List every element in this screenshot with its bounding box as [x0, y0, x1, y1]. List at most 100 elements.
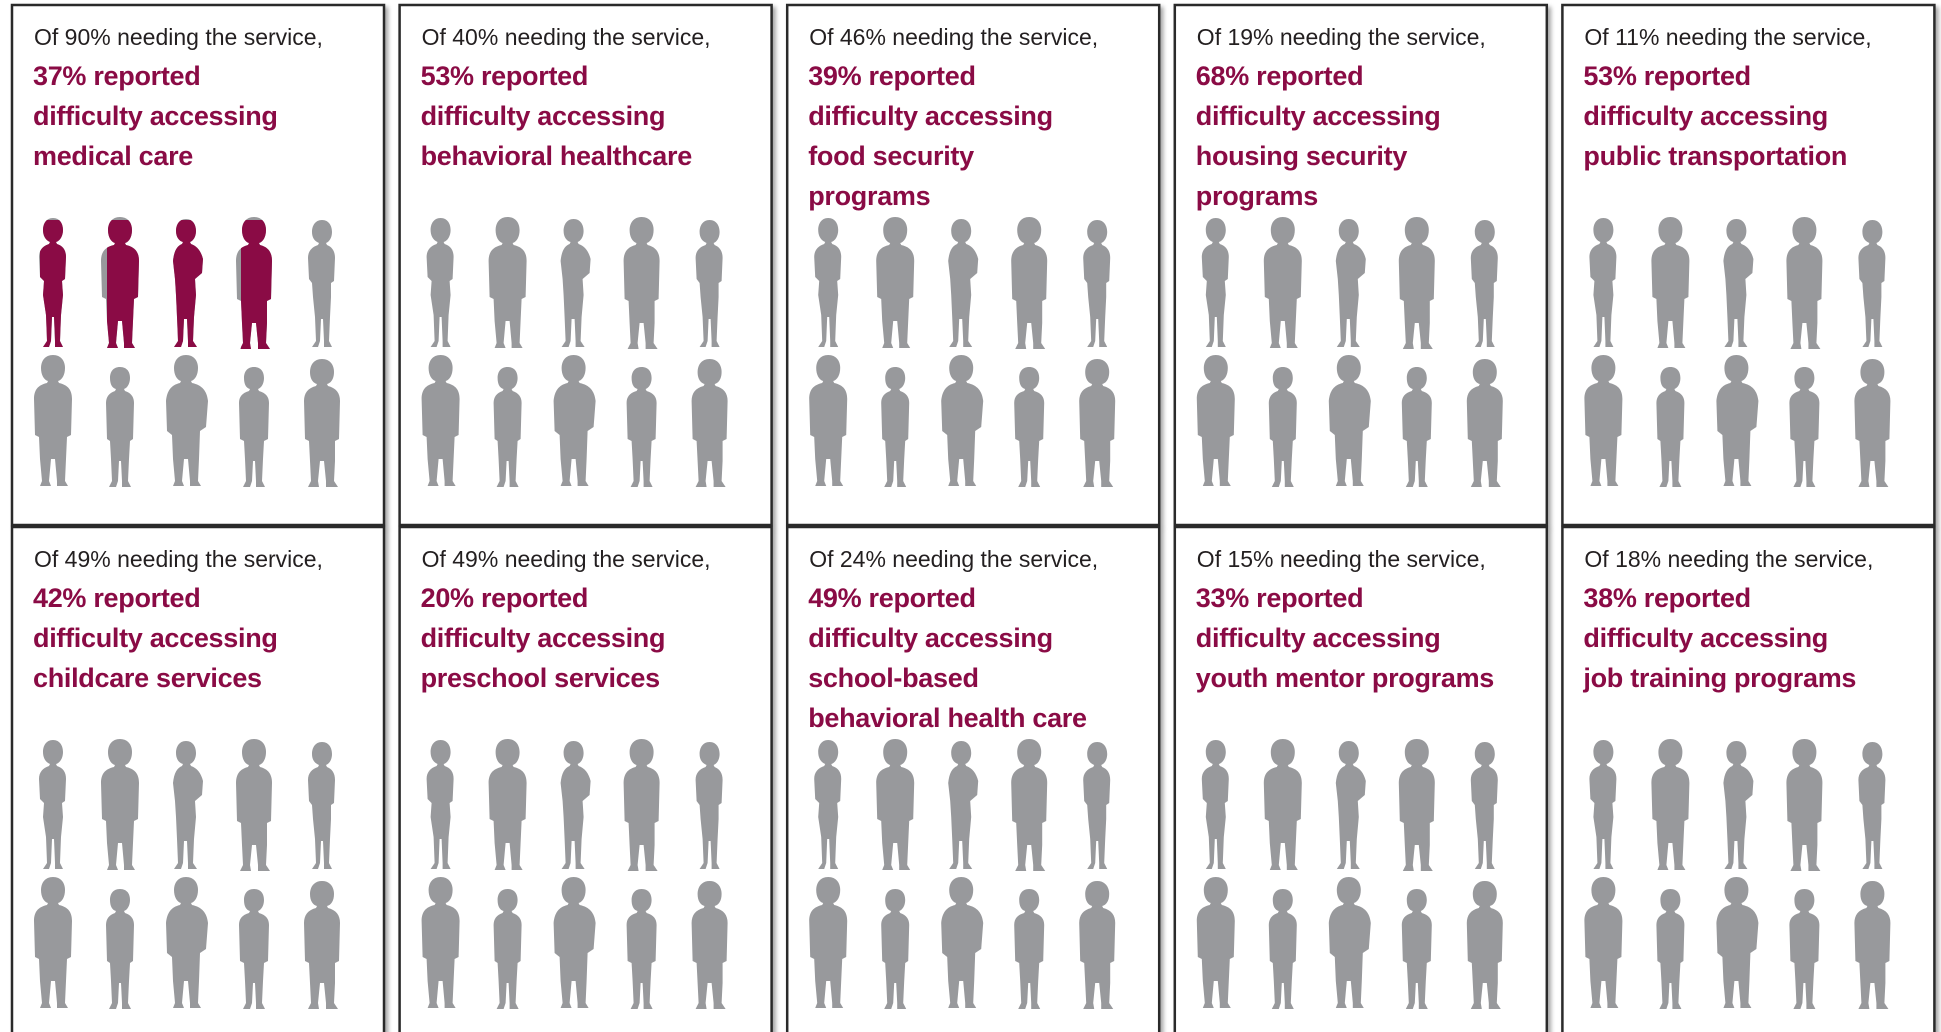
person-icon: [488, 217, 527, 348]
person-icon: [421, 877, 460, 1008]
pictograph: [34, 739, 340, 1009]
panel: Of 19% needing the service, 68% reported d…: [1173, 3, 1549, 527]
person-icon: [304, 881, 340, 1009]
headline-line: 37% reported: [33, 61, 200, 91]
person-icon: [1196, 355, 1235, 486]
person-icon: [941, 877, 984, 1008]
person-icon: [809, 355, 848, 486]
person-icon: [626, 889, 657, 1009]
headline-line: preschool services: [421, 663, 660, 693]
headline-line: 42% reported: [33, 583, 200, 613]
person-icon: [106, 367, 134, 487]
headline-line: difficulty accessing: [1196, 101, 1441, 131]
person-icon: [814, 218, 842, 347]
headline-line: difficulty accessing: [421, 623, 666, 653]
panel: Of 90% needing the service, 37% reported d…: [10, 3, 386, 527]
person-icon: [623, 217, 660, 349]
pictograph: [809, 739, 1116, 1009]
person-icon: [814, 740, 842, 869]
pictograph: [1196, 217, 1503, 487]
panel: Of 40% needing the service, 53% reported d…: [398, 3, 773, 527]
person-icon: [1854, 881, 1891, 1009]
subtitle: Of 49% needing the service,: [422, 546, 711, 572]
headline-line: food security: [808, 141, 974, 171]
person-icon: [1858, 220, 1886, 347]
headline-line: 68% reported: [1196, 61, 1363, 91]
panel: Of 46% needing the service, 39% reported d…: [785, 3, 1161, 527]
person-icon: [308, 220, 335, 347]
person-icon: [1584, 355, 1623, 486]
headline-line: 20% reported: [421, 583, 588, 613]
person-icon: [881, 889, 910, 1009]
pictograph: [809, 217, 1116, 487]
person-icon: [1201, 740, 1229, 869]
person-icon: [1584, 877, 1623, 1008]
subtitle: Of 24% needing the service,: [809, 546, 1098, 572]
headline-line: difficulty accessing: [1583, 101, 1828, 131]
headline-line: 33% reported: [1196, 583, 1363, 613]
headline-line: difficulty accessing: [808, 623, 1053, 653]
person-icon: [1201, 218, 1229, 347]
person-icon: [1398, 217, 1435, 349]
person-icon: [881, 367, 910, 487]
person-icon: [239, 367, 269, 487]
subtitle: Of 49% needing the service,: [34, 546, 323, 572]
headline-line: 49% reported: [808, 583, 975, 613]
person-icon: [426, 218, 454, 347]
headline-line: youth mentor programs: [1196, 663, 1494, 693]
person-icon: [1470, 220, 1498, 347]
person-icon: [1656, 367, 1685, 487]
panel: Of 49% needing the service, 20% reported d…: [398, 525, 773, 1032]
person-icon: [626, 367, 657, 487]
headline-line: programs: [1196, 181, 1318, 211]
person-icon: [1789, 367, 1820, 487]
person-icon-filled: [107, 220, 139, 348]
person-icon: [876, 217, 915, 348]
person-icon: [1789, 889, 1820, 1009]
person-icon: [695, 742, 723, 869]
person-icon: [948, 219, 979, 347]
person-icon: [1083, 220, 1111, 347]
person-icon: [166, 877, 208, 1008]
subtitle: Of 90% needing the service,: [34, 24, 323, 50]
person-icon: [1723, 741, 1754, 869]
person-icon: [166, 355, 208, 486]
panel: Of 18% needing the service, 38% reported d…: [1561, 525, 1936, 1032]
person-icon: [1268, 889, 1297, 1009]
panel: Of 49% needing the service, 42% reported d…: [10, 525, 386, 1032]
person-icon: [488, 739, 527, 870]
subtitle: Of 11% needing the service,: [1584, 24, 1871, 50]
person-icon: [553, 877, 596, 1008]
person-icon: [1651, 217, 1690, 348]
person-icon: [560, 219, 591, 347]
person-icon: [809, 877, 848, 1008]
headline-line: school-based: [808, 663, 978, 693]
headline-line: public transportation: [1583, 141, 1847, 171]
person-icon: [1268, 367, 1297, 487]
headline-line: difficulty accessing: [808, 101, 1053, 131]
person-icon: [1328, 877, 1371, 1008]
person-icon: [1466, 881, 1503, 1009]
headline-line: behavioral health care: [808, 703, 1087, 733]
pictograph: [34, 217, 340, 487]
pictograph: [1196, 739, 1503, 1009]
person-icon: [1470, 742, 1498, 869]
person-icon-filled: [40, 220, 66, 347]
headline-line: 38% reported: [1583, 583, 1750, 613]
person-icon: [1011, 739, 1048, 871]
pictograph: [421, 739, 728, 1009]
headline-line: medical care: [33, 141, 193, 171]
person-icon: [308, 742, 335, 869]
person-icon: [1398, 739, 1435, 871]
person-icon: [39, 740, 66, 869]
person-icon: [106, 889, 134, 1009]
person-icon-filled: [241, 220, 272, 349]
person-icon: [691, 881, 728, 1009]
person-icon: [1335, 219, 1366, 347]
person-icon: [1079, 359, 1116, 487]
panel: Of 15% needing the service, 33% reported d…: [1173, 525, 1549, 1032]
subtitle: Of 15% needing the service,: [1197, 546, 1486, 572]
headline-line: 53% reported: [1583, 61, 1750, 91]
person-icon: [101, 739, 139, 870]
person-icon: [493, 367, 522, 487]
